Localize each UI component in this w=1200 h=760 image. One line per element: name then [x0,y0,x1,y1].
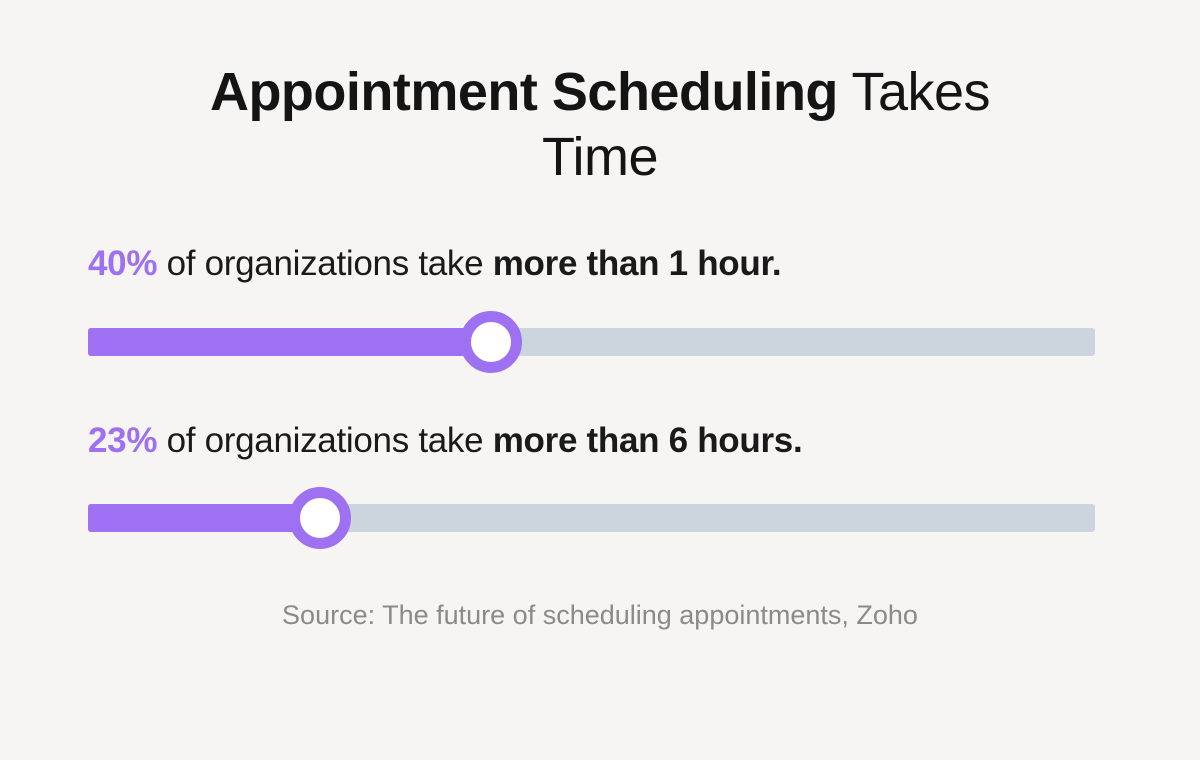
title-emphasis: Appointment Scheduling [209,62,838,122]
slider-more-than-1-hour[interactable] [88,311,1095,373]
stat-description: of organizations take [166,421,484,460]
stat-description: of organizations take [166,244,484,283]
slider-handle[interactable] [459,311,522,373]
stat-percent-value: 23% [88,421,158,460]
stat-block-1-hour: 40% of organizations take more than 1 ho… [88,242,1095,373]
stat-text-6-hours: 23% of organizations take more than 6 ho… [88,419,1095,463]
stat-text-1-hour: 40% of organizations take more than 1 ho… [88,242,1095,286]
page-title: Appointment Scheduling Takes Time [0,60,1200,190]
source-text: Source: The future of scheduling appoint… [282,600,918,630]
stat-block-6-hours: 23% of organizations take more than 6 ho… [88,419,1095,549]
slider-fill [88,504,320,532]
title-line2: Time [542,127,659,187]
slider-fill [88,328,491,356]
stat-emphasis: more than 6 hours. [492,421,803,460]
slider-handle[interactable] [288,487,351,549]
title-rest-line1: Takes [851,62,991,122]
stats-container: 40% of organizations take more than 1 ho… [88,242,1095,549]
slider-more-than-6-hours[interactable] [88,487,1095,549]
stat-emphasis: more than 1 hour. [492,244,782,283]
stat-percent-value: 40% [88,244,158,283]
